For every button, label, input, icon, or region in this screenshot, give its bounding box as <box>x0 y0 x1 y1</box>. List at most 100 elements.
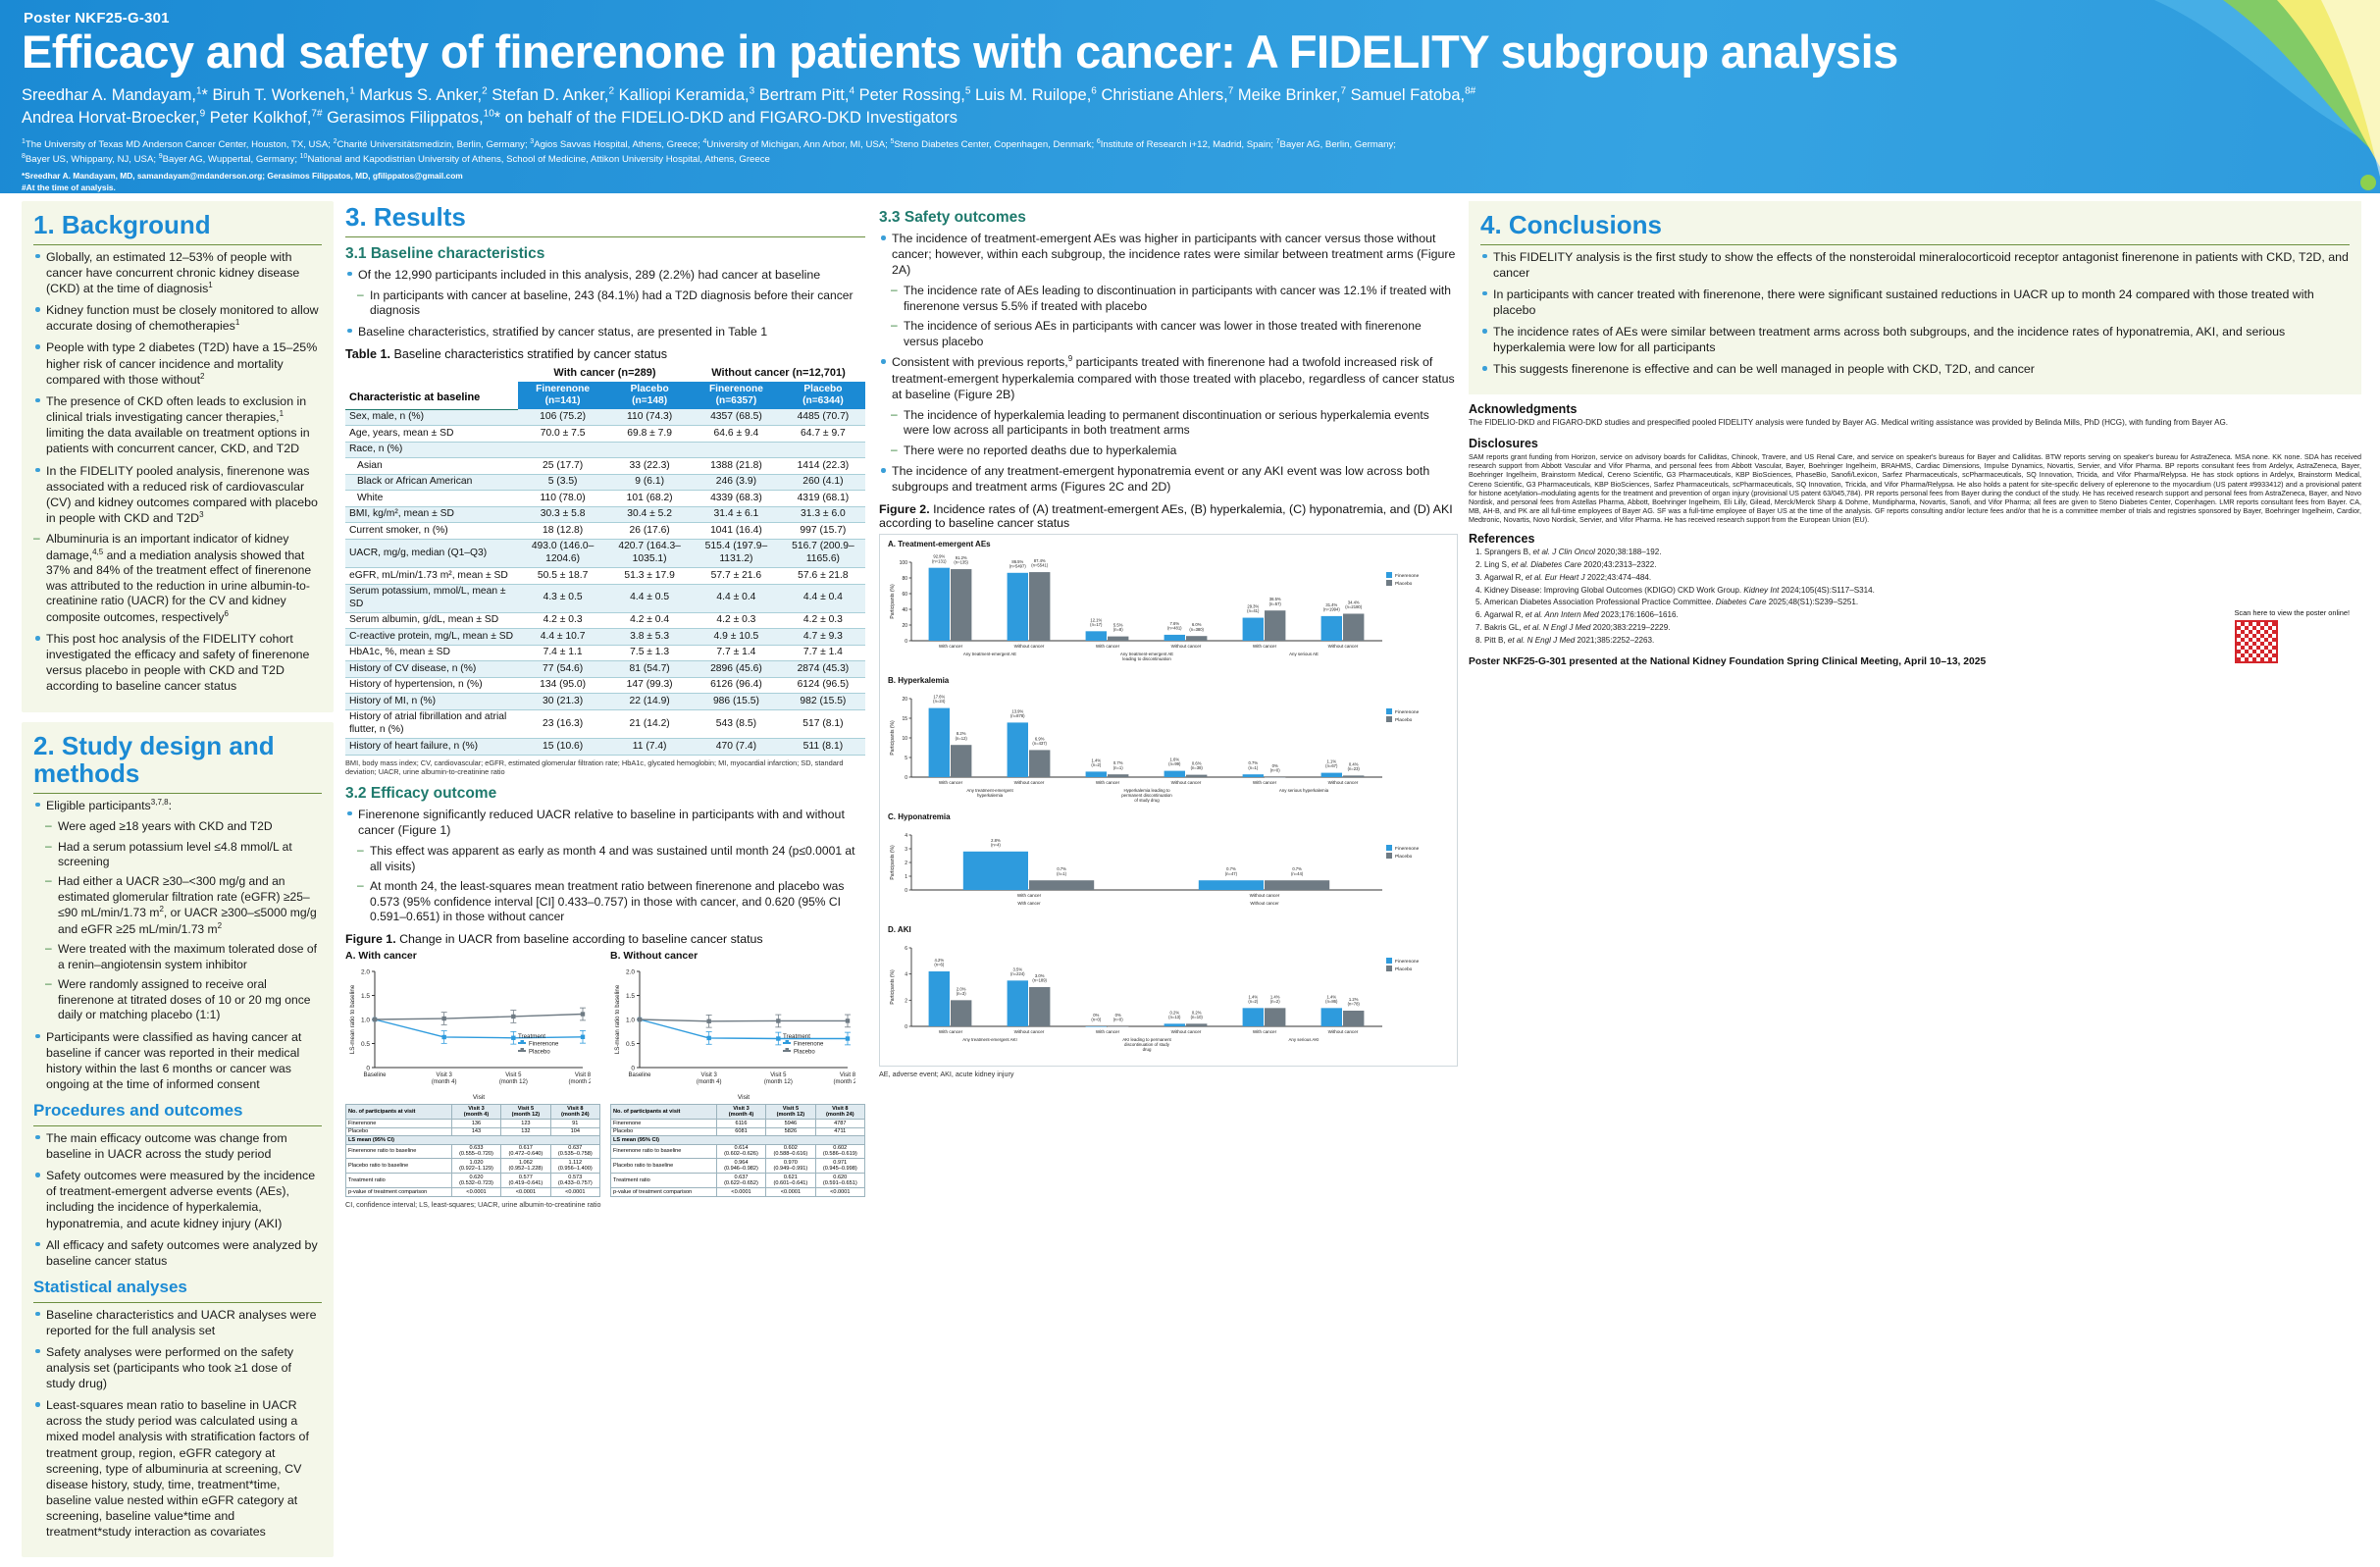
svg-text:Finerenone: Finerenone <box>794 1042 824 1048</box>
table-row: UACR, mg/g, median (Q1–Q3) 493.0 (146.0–1… <box>345 539 865 569</box>
procedures-bullets: The main efficacy outcome was change fro… <box>33 1130 322 1269</box>
statistics-heading: Statistical analyses <box>33 1278 322 1303</box>
results-3-2-bullets: Finerenone significantly reduced UACR re… <box>345 807 865 838</box>
figure2c: C. Hyponatremia 0 1 2 3 4 2.8% (n=4) 0.7% (n=1) 0… <box>886 812 1451 923</box>
svg-text:(n=67): (n=67) <box>1325 764 1338 769</box>
acknowledgments-section: Acknowledgments The FIDELIO-DKD and FIGA… <box>1469 402 2361 429</box>
svg-text:With cancer: With cancer <box>1096 644 1120 649</box>
svg-text:(n=57): (n=57) <box>1269 601 1282 606</box>
list-item: Had either a UACR ≥30–<300 mg/g and an e… <box>45 873 322 937</box>
table-row: Placebo 143 132 104 <box>345 1126 601 1137</box>
figure2c-title: C. Hyponatremia <box>888 812 951 822</box>
list-item: Ling S, et al. Diabetes Care 2020;43:231… <box>1484 560 2361 571</box>
svg-text:(n=44): (n=44) <box>1291 871 1304 876</box>
svg-text:17.6%: 17.6% <box>933 695 945 700</box>
list-item: This post hoc analysis of the FIDELITY c… <box>33 631 322 695</box>
table-row: Current smoker, n (%) 18 (12.8) 26 (17.6) 1… <box>345 522 865 540</box>
list-item: Agarwal R, et al. Ann Intern Med 2023;17… <box>1484 610 2361 621</box>
figure2-caption: Figure 2. Incidence rates of (A) treatme… <box>879 502 1458 530</box>
table-col-header: Visit 8 (month 24) <box>549 1104 601 1121</box>
table-cell-label: History of CV disease, n (%) <box>345 660 518 678</box>
table-cell-value: 986 (15.5) <box>692 693 781 710</box>
corresponding-author-note: *Sreedhar A. Mandayam, MD, samandayam@md… <box>22 170 1199 193</box>
svg-text:1.0: 1.0 <box>361 1018 370 1024</box>
svg-text:2.0: 2.0 <box>626 969 635 976</box>
svg-text:With cancer: With cancer <box>1096 780 1120 785</box>
methods-panel: 2. Study design and methods Eligible par… <box>22 721 334 1558</box>
svg-text:(n=38): (n=38) <box>1191 766 1204 771</box>
qr-code-block[interactable]: Scan here to view the poster online! <box>2234 608 2350 663</box>
list-item: There were no reported deaths due to hyp… <box>891 443 1458 458</box>
list-item: Globally, an estimated 12–53% of people … <box>33 249 322 297</box>
disclosures-text: SAM reports grant funding from Horizon, … <box>1469 452 2361 525</box>
svg-text:(n=0): (n=0) <box>1113 1018 1123 1022</box>
table-cell-value: 1388 (21.8) <box>692 457 781 475</box>
table-row: Treatment ratio 0.620 (0.532–0.723) 0.577 … <box>345 1173 601 1189</box>
table-row: eGFR, mL/min/1.73 m², mean ± SD 50.5 ± 18… <box>345 567 865 585</box>
figure1-caption-label: Figure 1. <box>345 932 396 947</box>
figure2a-title: A. Treatment-emergent AEs <box>888 540 991 549</box>
results-3-3-heading: 3.3 Safety outcomes <box>879 209 1026 226</box>
svg-text:5.5%: 5.5% <box>1113 623 1123 628</box>
svg-text:1.4%: 1.4% <box>1270 995 1280 1000</box>
table-cell-value: 134 (95.0) <box>517 677 608 695</box>
svg-text:Visit 5: Visit 5 <box>770 1072 787 1078</box>
svg-text:(n=6): (n=6) <box>934 963 944 967</box>
list-item: The incidence of hyperkalemia leading to… <box>891 407 1458 439</box>
svg-text:0: 0 <box>905 775 907 781</box>
table-col-header: Visit 8 (month 24) <box>814 1104 866 1121</box>
table-cell-value: 81 (54.7) <box>607 660 693 678</box>
background-panel: 1. Background Globally, an estimated 12–… <box>22 201 334 712</box>
svg-text:0.7%: 0.7% <box>1113 761 1123 766</box>
svg-text:(n=1): (n=1) <box>1113 765 1123 770</box>
svg-text:10: 10 <box>902 736 907 742</box>
figure1a-title: A. With cancer <box>345 950 417 963</box>
conclusions-bullets: This FIDELITY analysis is the first stud… <box>1480 249 2350 378</box>
svg-text:Any serious hyperkalemia: Any serious hyperkalemia <box>1279 788 1329 793</box>
svg-text:2.0%: 2.0% <box>957 987 966 992</box>
svg-text:With cancer: With cancer <box>1017 901 1041 906</box>
table-cell-value: 4.7 ± 9.3 <box>780 628 865 646</box>
table-cell-value: 0.633 (0.555–0.720) <box>450 1143 502 1160</box>
table-cell-label: LS mean (95% CI) <box>610 1135 865 1145</box>
table-cell-value: 136 <box>450 1119 502 1128</box>
table-col-header: Visit 3 (month 4) <box>715 1104 767 1121</box>
table-cell-value: 4.2 ± 0.4 <box>607 612 693 630</box>
list-item: Finerenone significantly reduced UACR re… <box>345 807 865 838</box>
table-row: History of MI, n (%) 30 (21.3) 22 (14.9) 98… <box>345 693 865 710</box>
figure2d-title: D. AKI <box>888 925 911 935</box>
table-cell-value: 91 <box>549 1119 601 1128</box>
svg-text:LS-mean ratio to baseline: LS-mean ratio to baseline <box>349 985 356 1055</box>
table-row: Placebo ratio to baseline 0.964 (0.946–0.… <box>610 1158 866 1175</box>
table-col-header: Visit 5 (month 12) <box>500 1104 551 1121</box>
table-cell-value: <0.0001 <box>814 1187 866 1197</box>
svg-text:Visit: Visit <box>473 1094 485 1101</box>
svg-text:0%: 0% <box>1115 1013 1121 1018</box>
disclosures-section: Disclosures SAM reports grant funding fr… <box>1469 437 2361 524</box>
svg-text:(n=5497): (n=5497) <box>1009 564 1026 569</box>
svg-text:Any treatment-emergent AE: Any treatment-emergent AE <box>1120 652 1173 656</box>
author-list: Sreedhar A. Mandayam,1* Biruh T. Workene… <box>22 84 1876 131</box>
figure1-charts: A. With cancer 0 0.5 1.0 1.5 2.0 Baseline Visi… <box>345 950 866 1197</box>
results-3-2-heading: 3.2 Efficacy outcome <box>345 784 497 802</box>
disclosures-heading: Disclosures <box>1469 437 1538 451</box>
svg-text:0.6%: 0.6% <box>1192 761 1202 766</box>
table-cell-value: 15 (10.6) <box>517 738 608 756</box>
table-cell-value: 110 (74.3) <box>607 409 693 427</box>
qr-code-icon[interactable] <box>2234 619 2278 663</box>
svg-text:15: 15 <box>902 716 907 722</box>
list-item: The incidence rate of AEs leading to dis… <box>891 283 1458 314</box>
table-cell-label: History of hypertension, n (%) <box>345 677 518 695</box>
table-row: LS mean (95% CI) <box>610 1135 865 1145</box>
svg-text:Without cancer: Without cancer <box>1171 1029 1202 1034</box>
list-item: This effect was apparent as early as mon… <box>357 843 865 874</box>
svg-text:8.2%: 8.2% <box>957 732 966 737</box>
svg-text:(month 24): (month 24) <box>833 1079 855 1085</box>
table-cell-value: 260 (4.1) <box>780 474 865 492</box>
svg-text:Finerenone: Finerenone <box>1395 846 1420 852</box>
table-cell-value: 4319 (68.1) <box>780 490 865 507</box>
table-cell-value: 4485 (70.7) <box>780 409 865 427</box>
list-item: Were treated with the maximum tolerated … <box>45 941 322 972</box>
svg-text:1.5: 1.5 <box>361 993 370 1000</box>
svg-text:(month 12): (month 12) <box>764 1079 793 1085</box>
